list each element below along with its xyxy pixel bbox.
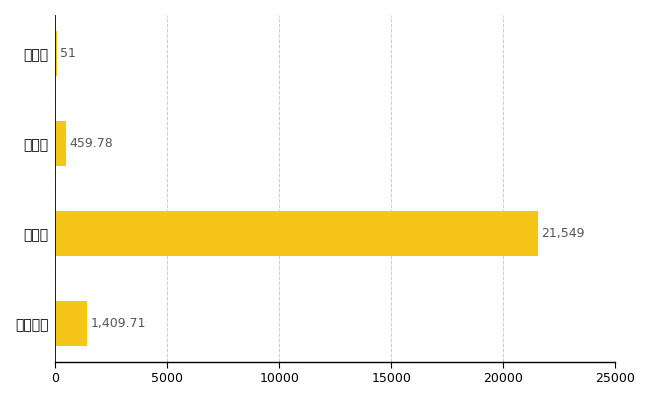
Text: 21,549: 21,549 <box>541 227 584 240</box>
Bar <box>55 301 87 346</box>
Bar <box>55 121 66 166</box>
Bar <box>55 31 57 76</box>
Text: 459.78: 459.78 <box>69 137 113 150</box>
Text: 51: 51 <box>60 47 76 60</box>
Bar <box>55 211 538 256</box>
Text: 1,409.71: 1,409.71 <box>90 317 146 330</box>
